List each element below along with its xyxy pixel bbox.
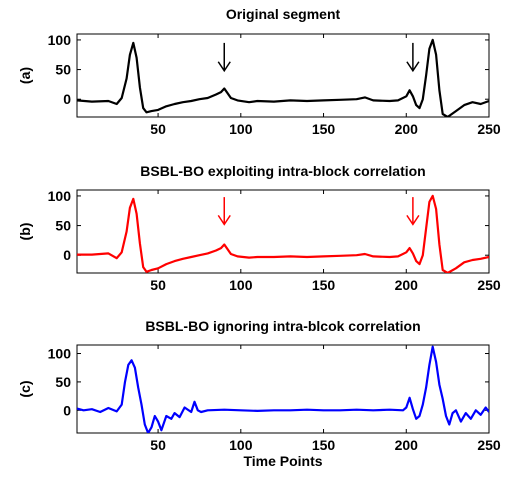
x-tick-label: 150 xyxy=(312,277,336,293)
y-tick-label: 0 xyxy=(63,402,71,418)
series-line xyxy=(77,194,489,273)
y-tick-label: 50 xyxy=(55,62,71,78)
panel-a: Original segment 50 100 150 200 250 0 50 100 (a) xyxy=(17,6,501,137)
panel-c: BSBL-BO ignoring intra-blcok correlation… xyxy=(17,318,501,469)
panel-b: BSBL-BO exploiting intra-block correlati… xyxy=(17,163,501,293)
x-tick-label: 200 xyxy=(395,437,419,453)
y-tick-label: 100 xyxy=(48,32,72,48)
x-tick-label: 50 xyxy=(150,437,166,453)
x-tick-label: 50 xyxy=(150,121,166,137)
x-tick-label: 100 xyxy=(229,277,253,293)
axes-box xyxy=(76,33,490,118)
series-line xyxy=(77,345,489,433)
x-tick-label: 250 xyxy=(477,437,501,453)
series-line xyxy=(77,38,489,117)
panel-label: (a) xyxy=(17,67,33,84)
chart-title: Original segment xyxy=(226,6,341,22)
axes-box xyxy=(76,344,490,434)
x-tick-label: 200 xyxy=(395,277,419,293)
y-tick-label: 50 xyxy=(55,374,71,390)
chart-title: BSBL-BO ignoring intra-blcok correlation xyxy=(145,318,420,334)
y-tick-label: 100 xyxy=(48,188,72,204)
y-tick-label: 0 xyxy=(63,247,71,263)
x-tick-label: 150 xyxy=(312,121,336,137)
x-axis-label: Time Points xyxy=(243,453,322,469)
annotation-arrow xyxy=(217,42,231,73)
annotation-arrow xyxy=(406,42,420,73)
x-tick-label: 100 xyxy=(229,437,253,453)
x-tick-label: 100 xyxy=(229,121,253,137)
y-tick-label: 100 xyxy=(48,346,72,362)
x-tick-label: 50 xyxy=(150,277,166,293)
x-tick-label: 250 xyxy=(477,277,501,293)
y-tick-label: 0 xyxy=(63,91,71,107)
annotation-arrow xyxy=(217,197,231,226)
x-tick-label: 200 xyxy=(395,121,419,137)
annotation-arrow xyxy=(406,197,420,226)
panel-label: (b) xyxy=(17,223,33,241)
x-tick-label: 150 xyxy=(312,437,336,453)
panel-label: (c) xyxy=(17,380,33,397)
axes-box xyxy=(76,189,490,274)
x-tick-label: 250 xyxy=(477,121,501,137)
chart-title: BSBL-BO exploiting intra-block correlati… xyxy=(140,163,425,179)
y-tick-label: 50 xyxy=(55,218,71,234)
